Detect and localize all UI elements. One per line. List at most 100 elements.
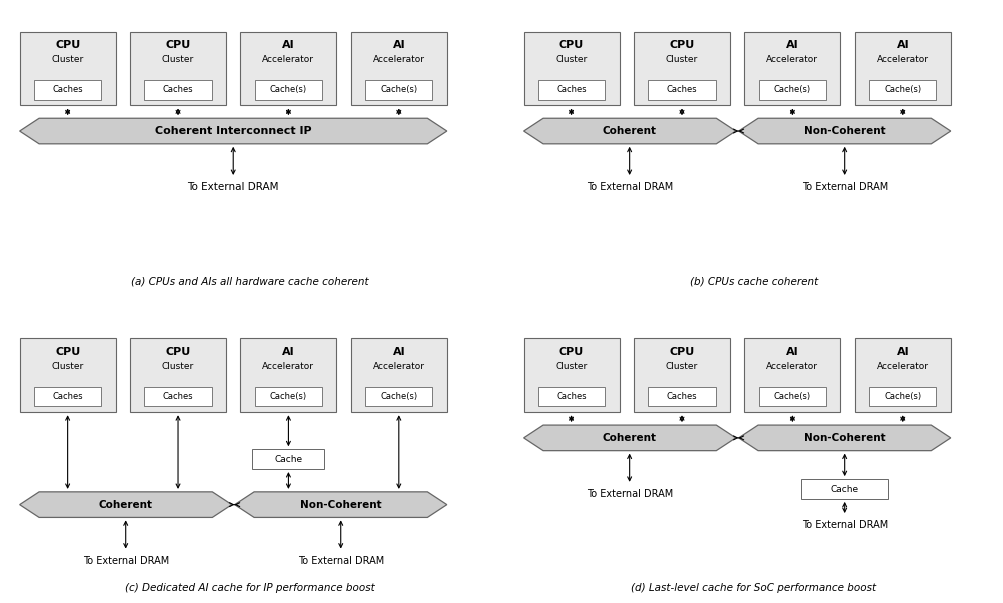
- FancyBboxPatch shape: [144, 80, 212, 99]
- FancyBboxPatch shape: [130, 31, 226, 106]
- FancyBboxPatch shape: [854, 31, 950, 106]
- FancyBboxPatch shape: [20, 31, 115, 106]
- Text: AI: AI: [896, 347, 908, 357]
- FancyBboxPatch shape: [240, 338, 336, 412]
- Text: CPU: CPU: [165, 347, 191, 357]
- Text: Accelerator: Accelerator: [876, 55, 928, 64]
- FancyBboxPatch shape: [365, 387, 432, 406]
- FancyBboxPatch shape: [252, 449, 324, 469]
- FancyBboxPatch shape: [255, 80, 322, 99]
- Polygon shape: [524, 118, 735, 144]
- Text: Coherent: Coherent: [602, 433, 656, 443]
- Text: Caches: Caches: [52, 86, 83, 95]
- Polygon shape: [20, 118, 446, 144]
- Text: AI: AI: [282, 347, 295, 357]
- FancyBboxPatch shape: [869, 387, 936, 406]
- Text: Coherent: Coherent: [602, 126, 656, 136]
- Text: AI: AI: [785, 347, 798, 357]
- Text: Accelerator: Accelerator: [372, 362, 424, 371]
- FancyBboxPatch shape: [20, 338, 115, 412]
- Text: Cache: Cache: [274, 455, 302, 464]
- Text: CPU: CPU: [559, 40, 584, 50]
- Text: Non-Coherent: Non-Coherent: [300, 500, 381, 510]
- Text: Cluster: Cluster: [555, 55, 587, 64]
- Text: Cache(s): Cache(s): [380, 86, 417, 95]
- Text: Cache(s): Cache(s): [270, 393, 307, 401]
- Text: Accelerator: Accelerator: [372, 55, 424, 64]
- Text: To External DRAM: To External DRAM: [800, 182, 887, 192]
- Polygon shape: [235, 492, 446, 517]
- Text: Cluster: Cluster: [555, 362, 587, 371]
- Text: Cache(s): Cache(s): [884, 86, 921, 95]
- FancyBboxPatch shape: [350, 338, 446, 412]
- Text: Caches: Caches: [556, 86, 587, 95]
- FancyBboxPatch shape: [144, 387, 212, 406]
- FancyBboxPatch shape: [633, 338, 729, 412]
- FancyBboxPatch shape: [524, 31, 619, 106]
- FancyBboxPatch shape: [648, 387, 715, 406]
- Text: (d) Last-level cache for SoC performance boost: (d) Last-level cache for SoC performance…: [631, 584, 876, 593]
- Text: Coherent Interconnect IP: Coherent Interconnect IP: [154, 126, 311, 136]
- Text: CPU: CPU: [669, 347, 694, 357]
- FancyBboxPatch shape: [365, 80, 432, 99]
- Text: To External DRAM: To External DRAM: [586, 182, 672, 192]
- Text: CPU: CPU: [559, 347, 584, 357]
- Text: Coherent: Coherent: [98, 500, 152, 510]
- Text: Caches: Caches: [162, 393, 194, 401]
- Text: AI: AI: [392, 40, 405, 50]
- Text: Caches: Caches: [666, 393, 697, 401]
- Text: Cache(s): Cache(s): [380, 393, 417, 401]
- FancyBboxPatch shape: [240, 31, 336, 106]
- Text: Non-Coherent: Non-Coherent: [803, 126, 885, 136]
- Text: Cache(s): Cache(s): [270, 86, 307, 95]
- FancyBboxPatch shape: [538, 387, 605, 406]
- Polygon shape: [738, 425, 950, 450]
- FancyBboxPatch shape: [34, 387, 101, 406]
- Polygon shape: [738, 118, 950, 144]
- Text: Cache: Cache: [829, 484, 858, 493]
- Text: AI: AI: [392, 347, 405, 357]
- Text: Accelerator: Accelerator: [765, 362, 817, 371]
- Text: (c) Dedicated AI cache for IP performance boost: (c) Dedicated AI cache for IP performanc…: [125, 584, 374, 593]
- FancyBboxPatch shape: [648, 80, 715, 99]
- Text: AI: AI: [282, 40, 295, 50]
- Text: To External DRAM: To External DRAM: [297, 556, 383, 566]
- FancyBboxPatch shape: [800, 479, 887, 499]
- Text: CPU: CPU: [669, 40, 694, 50]
- Text: Accelerator: Accelerator: [876, 362, 928, 371]
- Text: (a) CPUs and AIs all hardware cache coherent: (a) CPUs and AIs all hardware cache cohe…: [131, 277, 368, 286]
- Text: Cluster: Cluster: [665, 362, 697, 371]
- Text: To External DRAM: To External DRAM: [586, 489, 672, 499]
- FancyBboxPatch shape: [743, 338, 840, 412]
- Text: CPU: CPU: [55, 347, 80, 357]
- Text: Caches: Caches: [52, 393, 83, 401]
- Text: Cluster: Cluster: [665, 55, 697, 64]
- Text: Accelerator: Accelerator: [765, 55, 817, 64]
- Text: Caches: Caches: [162, 86, 194, 95]
- FancyBboxPatch shape: [869, 80, 936, 99]
- FancyBboxPatch shape: [34, 80, 101, 99]
- Text: Cache(s): Cache(s): [773, 393, 810, 401]
- Text: Cluster: Cluster: [161, 362, 194, 371]
- FancyBboxPatch shape: [524, 338, 619, 412]
- Polygon shape: [20, 492, 232, 517]
- Text: Accelerator: Accelerator: [262, 362, 314, 371]
- FancyBboxPatch shape: [350, 31, 446, 106]
- Text: Cache(s): Cache(s): [773, 86, 810, 95]
- Text: Cluster: Cluster: [51, 362, 83, 371]
- Text: (b) CPUs cache coherent: (b) CPUs cache coherent: [689, 277, 817, 286]
- Text: AI: AI: [896, 40, 908, 50]
- Text: Non-Coherent: Non-Coherent: [803, 433, 885, 443]
- FancyBboxPatch shape: [743, 31, 840, 106]
- Text: Caches: Caches: [666, 86, 697, 95]
- Text: AI: AI: [785, 40, 798, 50]
- FancyBboxPatch shape: [758, 80, 825, 99]
- FancyBboxPatch shape: [255, 387, 322, 406]
- Polygon shape: [524, 425, 735, 450]
- FancyBboxPatch shape: [758, 387, 825, 406]
- Text: CPU: CPU: [165, 40, 191, 50]
- Text: To External DRAM: To External DRAM: [82, 556, 169, 566]
- Text: Accelerator: Accelerator: [262, 55, 314, 64]
- FancyBboxPatch shape: [633, 31, 729, 106]
- Text: Cluster: Cluster: [161, 55, 194, 64]
